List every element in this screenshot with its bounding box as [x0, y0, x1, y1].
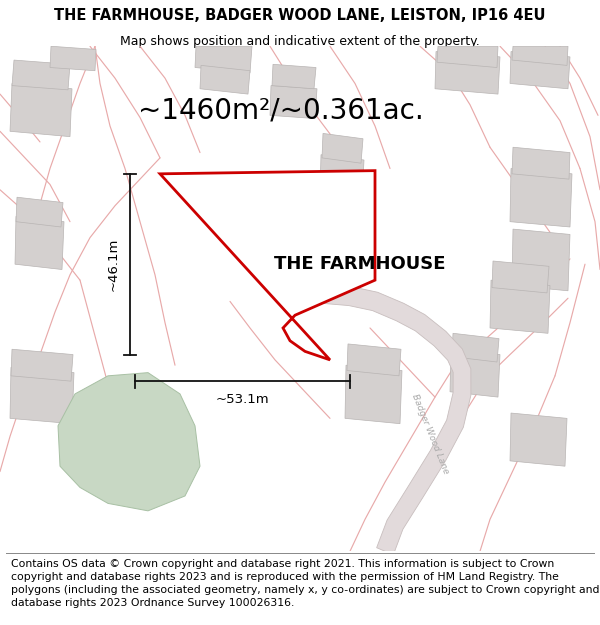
Polygon shape — [11, 349, 73, 381]
Text: THE FARMHOUSE, BADGER WOOD LANE, LEISTON, IP16 4EU: THE FARMHOUSE, BADGER WOOD LANE, LEISTON… — [54, 8, 546, 23]
Text: Badger Wood Lane: Badger Wood Lane — [410, 393, 450, 476]
Polygon shape — [512, 229, 570, 291]
Polygon shape — [270, 86, 317, 119]
Polygon shape — [437, 46, 498, 68]
Text: ~46.1m: ~46.1m — [107, 238, 119, 291]
Polygon shape — [345, 365, 402, 424]
Polygon shape — [510, 413, 567, 466]
Text: ~1460m²/~0.361ac.: ~1460m²/~0.361ac. — [138, 96, 424, 124]
Polygon shape — [450, 349, 500, 397]
Polygon shape — [452, 333, 499, 362]
Polygon shape — [15, 216, 64, 269]
Polygon shape — [510, 169, 572, 227]
Text: Contains OS data © Crown copyright and database right 2021. This information is : Contains OS data © Crown copyright and d… — [11, 559, 599, 608]
Polygon shape — [324, 284, 471, 555]
Text: ~53.1m: ~53.1m — [215, 392, 269, 406]
Text: Map shows position and indicative extent of the property.: Map shows position and indicative extent… — [120, 35, 480, 48]
Polygon shape — [12, 60, 70, 90]
Polygon shape — [490, 280, 550, 333]
Polygon shape — [272, 64, 316, 89]
Polygon shape — [58, 372, 200, 511]
Polygon shape — [10, 368, 74, 424]
Polygon shape — [50, 46, 96, 71]
Text: THE FARMHOUSE: THE FARMHOUSE — [274, 255, 446, 273]
Polygon shape — [435, 52, 500, 94]
Polygon shape — [320, 155, 364, 201]
Polygon shape — [10, 84, 72, 137]
Polygon shape — [322, 133, 363, 163]
Polygon shape — [492, 261, 549, 293]
Polygon shape — [512, 148, 570, 179]
Polygon shape — [512, 46, 568, 66]
Polygon shape — [240, 187, 293, 219]
Polygon shape — [160, 171, 375, 360]
Polygon shape — [200, 66, 250, 94]
Polygon shape — [347, 344, 401, 376]
Polygon shape — [238, 206, 294, 264]
Polygon shape — [16, 198, 63, 227]
Polygon shape — [510, 52, 570, 89]
Polygon shape — [195, 46, 252, 73]
